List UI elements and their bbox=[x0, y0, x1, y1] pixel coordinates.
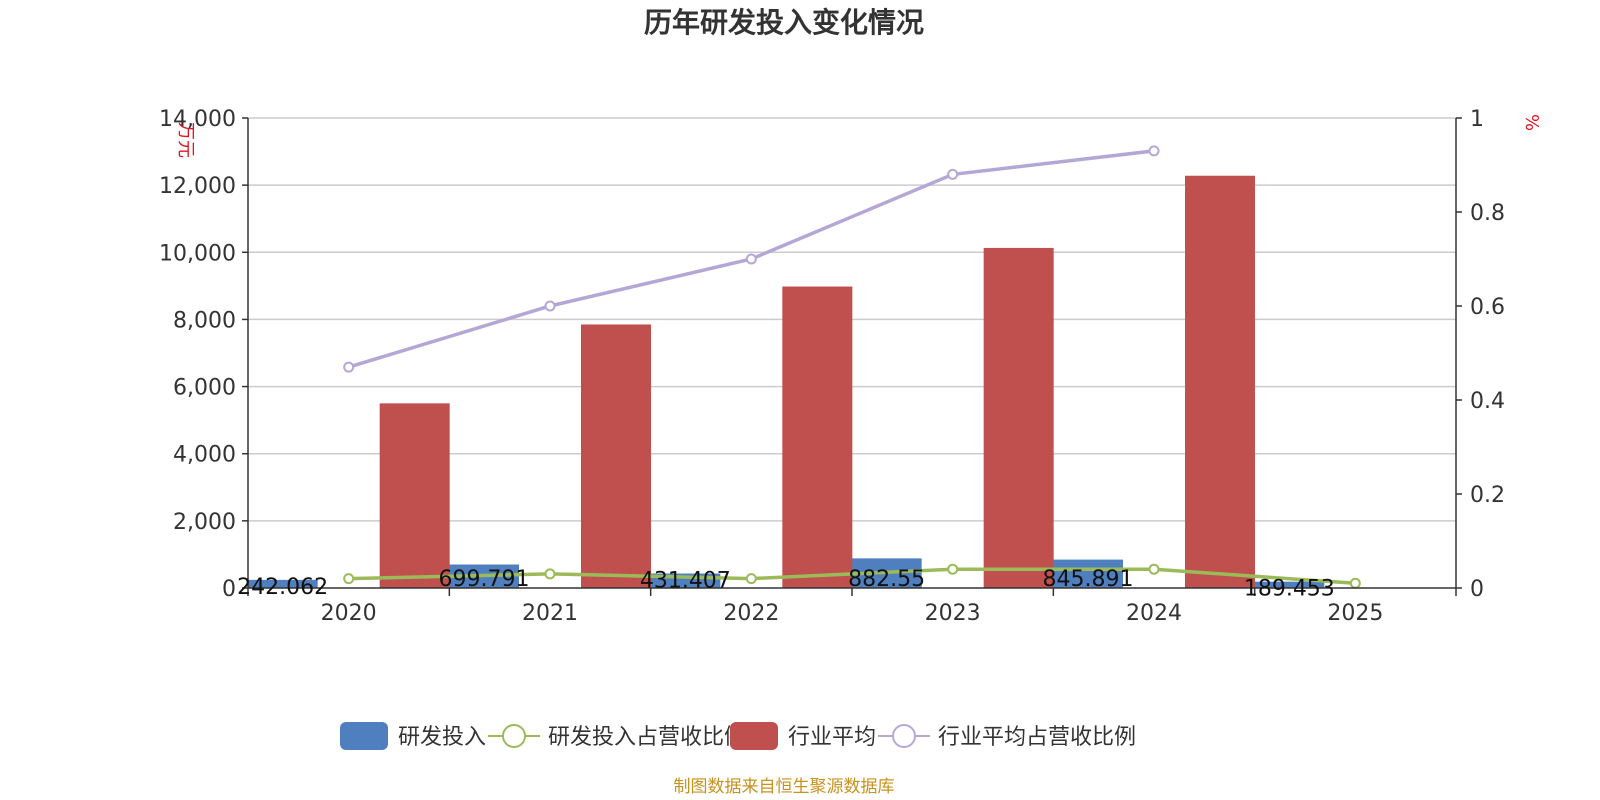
industry-ratio-point bbox=[544, 300, 556, 312]
rd-data-label: 431.407 bbox=[640, 569, 731, 594]
industry-bar bbox=[581, 324, 651, 588]
industry-ratio-point bbox=[1148, 145, 1160, 157]
rd-data-label: 845.891 bbox=[1043, 567, 1134, 592]
rd-ratio-point bbox=[745, 573, 757, 585]
right-tick-label: 1 bbox=[1470, 107, 1484, 132]
industry-ratio-point bbox=[745, 253, 757, 265]
source-note: 制图数据来自恒生聚源数据库 bbox=[674, 777, 895, 797]
legend-label: 研发投入占营收比例 bbox=[548, 725, 746, 750]
industry-bar bbox=[782, 286, 853, 588]
industry-ratio-point bbox=[343, 361, 355, 373]
industry-ratio-point bbox=[947, 168, 959, 180]
rd-bar bbox=[1254, 581, 1325, 588]
rd-data-label: 882.55 bbox=[848, 567, 925, 592]
legend-label: 研发投入 bbox=[398, 725, 486, 750]
left-axis-unit: 万元 bbox=[175, 122, 196, 158]
rd-data-label: 242.062 bbox=[237, 575, 328, 600]
x-tick-label: 2023 bbox=[925, 601, 981, 626]
right-axis-unit: % bbox=[1521, 114, 1542, 131]
rd-ratio-point bbox=[544, 568, 556, 580]
left-tick-label: 14,000 bbox=[159, 107, 236, 132]
legend-swatch bbox=[730, 722, 778, 750]
right-tick-label: 0.8 bbox=[1470, 201, 1505, 226]
left-tick-label: 0 bbox=[222, 577, 236, 602]
x-tick-label: 2020 bbox=[321, 601, 377, 626]
industry-bar bbox=[983, 247, 1054, 588]
bars bbox=[247, 175, 1325, 588]
rd-ratio-point bbox=[1148, 563, 1160, 575]
legend-item: 行业平均占营收比例 bbox=[878, 724, 1136, 750]
lines bbox=[343, 145, 1361, 589]
left-tick-label: 8,000 bbox=[173, 308, 236, 333]
legend: 研发投入 研发投入占营收比例 行业平均 行业平均占营收比例 bbox=[340, 722, 1136, 750]
axes: 0 2,000 4,000 6,000 8,000 10,000 12,000 14,000 0… bbox=[159, 107, 1542, 626]
legend-marker bbox=[892, 724, 916, 748]
right-tick-label: 0 bbox=[1470, 577, 1484, 602]
x-tick-label: 2021 bbox=[522, 601, 578, 626]
legend-item: 行业平均 bbox=[730, 722, 876, 750]
legend-item: 研发投入占营收比例 bbox=[488, 724, 746, 750]
left-tick-label: 12,000 bbox=[159, 174, 236, 199]
left-tick-label: 10,000 bbox=[159, 241, 236, 266]
rd-ratio-point bbox=[343, 573, 355, 585]
left-tick-label: 4,000 bbox=[173, 443, 236, 468]
rd-bar bbox=[247, 579, 318, 588]
left-tick-label: 2,000 bbox=[173, 510, 236, 535]
legend-label: 行业平均占营收比例 bbox=[938, 725, 1136, 750]
legend-swatch bbox=[340, 722, 388, 750]
rd-ratio-point bbox=[1349, 577, 1361, 589]
legend-item: 研发投入 bbox=[340, 722, 486, 750]
rd-ratio-point bbox=[947, 563, 959, 575]
rd-data-label: 189.453 bbox=[1244, 577, 1335, 602]
left-tick-label: 6,000 bbox=[173, 376, 236, 401]
industry-bar bbox=[1185, 175, 1255, 588]
legend-label: 行业平均 bbox=[788, 725, 876, 750]
right-tick-label: 0.4 bbox=[1470, 389, 1505, 414]
x-tick-label: 2022 bbox=[723, 601, 779, 626]
industry-bar bbox=[379, 403, 450, 588]
rd-data-label: 699.791 bbox=[439, 567, 530, 592]
x-tick-label: 2025 bbox=[1327, 601, 1383, 626]
right-tick-label: 0.2 bbox=[1470, 483, 1505, 508]
chart-title: 历年研发投入变化情况 bbox=[644, 6, 924, 39]
legend-marker bbox=[502, 724, 526, 748]
data-labels: 242.062 699.791 431.407 882.55 845.891 189.45… bbox=[237, 567, 1335, 602]
rd-bar bbox=[1053, 559, 1123, 588]
right-tick-label: 0.6 bbox=[1470, 295, 1505, 320]
rd-ratio-line bbox=[348, 567, 1356, 586]
x-tick-label: 2024 bbox=[1126, 601, 1182, 626]
